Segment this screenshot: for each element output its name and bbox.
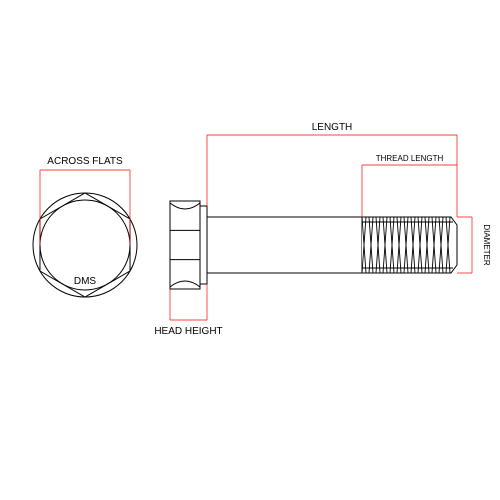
bolt-diagram: ACROSS FLATS DMS LENGTH THREAD LENGTH HEAD H… [0,0,500,500]
label-thread-length: THREAD LENGTH [376,154,444,163]
label-across-flats: ACROSS FLATS [47,156,123,167]
label-diameter: DIAMETER [482,224,491,266]
label-dms: DMS [74,276,97,287]
label-head-height: HEAD HEIGHT [154,326,222,337]
label-length: LENGTH [312,122,353,133]
